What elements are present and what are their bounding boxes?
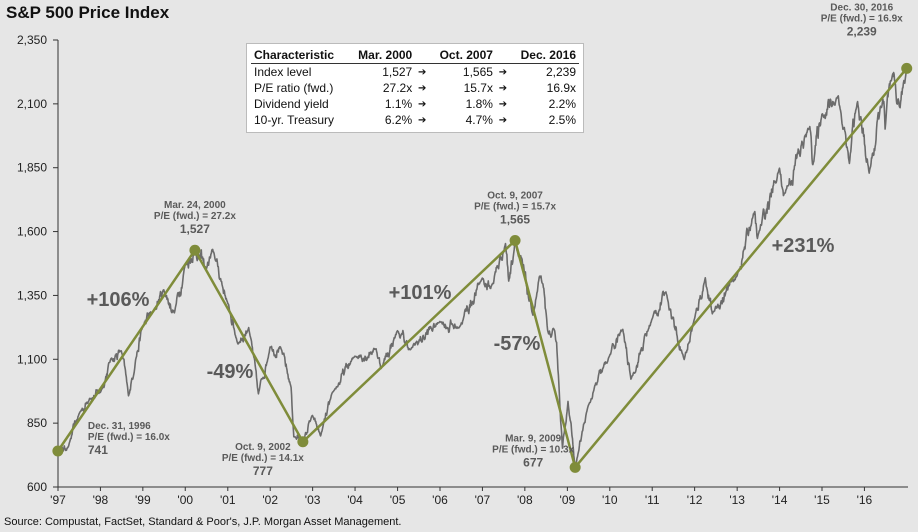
x-tick-label: '98: [93, 493, 109, 507]
point-pe-label: P/E (fwd.) = 16.0x: [88, 432, 170, 443]
point-date-label: Oct. 9, 2007: [487, 191, 543, 202]
x-tick-label: '00: [177, 493, 193, 507]
segment-return-label: +106%: [87, 289, 150, 311]
x-tick-label: '99: [135, 493, 151, 507]
cell-oct-2007: 1.8%: [465, 97, 493, 111]
x-tick-label: '01: [220, 493, 236, 507]
x-tick-label: '14: [772, 493, 788, 507]
x-tick-label: '11: [645, 493, 660, 507]
trend-point-marker: [901, 62, 913, 74]
arrow-right-icon: ➔: [498, 66, 508, 78]
point-date-label: Dec. 30, 2016: [830, 2, 893, 13]
point-pe-label: P/E (fwd.) = 16.9x: [821, 13, 903, 24]
trend-segment: [56, 249, 196, 452]
x-tick-label: '16: [857, 493, 873, 507]
cell-mar-2000: 1.1%: [384, 97, 413, 111]
table-row: Index level 1,527 ➔ 1,565 ➔ 2,239: [251, 64, 579, 81]
table-row: 10-yr. Treasury 6.2% ➔ 4.7% ➔ 2.5%: [251, 112, 579, 128]
arrow-right-icon: ➔: [418, 82, 427, 94]
arrow-right-icon: ➔: [498, 114, 508, 126]
source-note: Source: Compustat, FactSet, Standard & P…: [4, 516, 402, 528]
cell-oct-2007: 1,565: [462, 65, 493, 79]
segment-return-label: +231%: [772, 235, 835, 257]
point-pe-label: P/E (fwd.) = 14.1x: [222, 453, 304, 464]
cell-mar-2000: 6.2%: [384, 113, 413, 127]
trend-point-marker: [509, 235, 521, 247]
x-tick-label: '07: [475, 493, 491, 507]
arrow-right-icon: ➔: [498, 82, 508, 94]
y-tick-label: 1,600: [17, 225, 47, 239]
point-value-label: 1,565: [500, 213, 530, 227]
point-value-label: 1,527: [180, 222, 210, 236]
x-tick-label: '12: [687, 493, 703, 507]
table-header-oct-2007: Oct. 2007: [429, 47, 496, 64]
arrow-right-icon: ➔: [418, 98, 427, 110]
table-header-mar-2000: Mar. 2000: [347, 47, 416, 64]
segment-return-label: -49%: [207, 361, 254, 383]
y-tick-label: 1,850: [17, 161, 47, 175]
table-row: Dividend yield 1.1% ➔ 1.8% ➔ 2.2%: [251, 96, 579, 112]
cell-mar-2000: 27.2x: [382, 81, 413, 95]
y-tick-label: 1,350: [17, 288, 47, 302]
trend-segment: [302, 239, 516, 443]
y-tick-label: 850: [27, 416, 47, 430]
table-header-row: Characteristic Mar. 2000 Oct. 2007 Dec. …: [251, 47, 579, 64]
chart-title: S&P 500 Price Index: [6, 3, 170, 22]
x-tick-label: '06: [432, 493, 448, 507]
row-label: 10-yr. Treasury: [254, 113, 335, 127]
point-pe-label: P/E (fwd.) = 10.3x: [492, 444, 574, 455]
x-tick-label: '10: [602, 493, 618, 507]
point-value-label: 677: [523, 455, 543, 469]
trend-segment: [574, 67, 908, 469]
trend-point-marker: [297, 436, 309, 448]
cell-oct-2007: 15.7x: [463, 81, 493, 95]
trend-segment: [513, 240, 577, 468]
arrow-right-icon: ➔: [418, 114, 427, 126]
x-tick-label: '03: [305, 493, 321, 507]
x-tick-label: '08: [517, 493, 533, 507]
table-header-dec-2016: Dec. 2016: [509, 47, 579, 64]
row-label: P/E ratio (fwd.): [254, 81, 334, 95]
point-date-label: Mar. 24, 2000: [164, 200, 226, 211]
trend-point-marker: [569, 461, 581, 473]
x-tick-label: '97: [50, 493, 66, 507]
arrow-right-icon: ➔: [498, 98, 508, 110]
y-tick-label: 2,100: [17, 97, 47, 111]
point-date-label: Mar. 9, 2009: [505, 433, 562, 444]
point-date-label: Dec. 31, 1996: [88, 421, 151, 432]
x-tick-label: '09: [560, 493, 576, 507]
row-label: Dividend yield: [254, 97, 329, 111]
arrow-right-icon: ➔: [418, 66, 427, 78]
point-pe-label: P/E (fwd.) = 15.7x: [474, 202, 556, 213]
x-tick-label: '13: [729, 493, 745, 507]
cell-dec-2016: 2.2%: [548, 97, 576, 111]
point-pe-label: P/E (fwd.) = 27.2x: [154, 211, 236, 222]
segment-return-label: -57%: [494, 333, 541, 355]
cell-oct-2007: 4.7%: [465, 113, 493, 127]
cell-dec-2016: 2,239: [545, 65, 576, 79]
trend-point-marker: [189, 244, 201, 256]
cell-dec-2016: 16.9x: [546, 81, 576, 95]
x-tick-label: '04: [347, 493, 363, 507]
point-value-label: 777: [253, 464, 273, 478]
trend-point-marker: [52, 445, 64, 457]
table-row: P/E ratio (fwd.) 27.2x ➔ 15.7x ➔ 16.9x: [251, 80, 579, 96]
segment-return-label: +101%: [389, 282, 452, 304]
x-tick-label: '02: [262, 493, 278, 507]
x-tick-label: '05: [390, 493, 406, 507]
y-tick-label: 1,100: [17, 352, 47, 366]
point-value-label: 741: [88, 443, 108, 457]
characteristics-table: Characteristic Mar. 2000 Oct. 2007 Dec. …: [246, 43, 584, 133]
y-tick-label: 600: [27, 480, 47, 494]
cell-mar-2000: 1,527: [382, 65, 413, 79]
y-tick-label: 2,350: [17, 33, 47, 47]
x-tick-label: '15: [814, 493, 830, 507]
point-value-label: 2,239: [847, 24, 877, 38]
point-date-label: Oct. 9, 2002: [235, 442, 291, 453]
trend-segment: [193, 249, 304, 443]
row-label: Index level: [254, 65, 312, 79]
cell-dec-2016: 2.5%: [548, 113, 576, 127]
table-header-characteristic: Characteristic: [251, 47, 348, 64]
